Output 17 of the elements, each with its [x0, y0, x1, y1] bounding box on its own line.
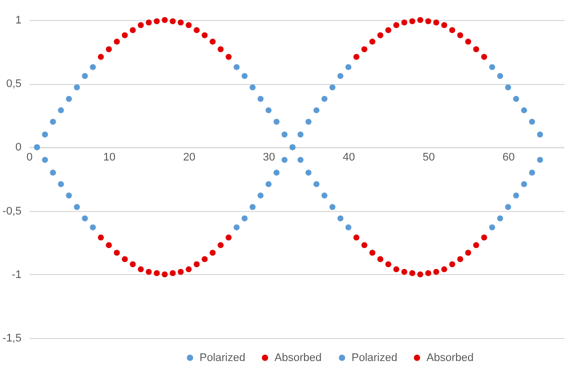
legend-label: Absorbed	[426, 352, 474, 364]
x-tick-label: 0	[26, 152, 33, 164]
legend-label: Polarized	[200, 352, 246, 364]
x-tick-label: 10	[103, 152, 116, 164]
y-tick-label: -1,5	[2, 332, 22, 344]
y-tick-label: -1	[12, 268, 22, 281]
x-tick-label: 40	[342, 152, 356, 164]
y-tick-label: 0,5	[6, 78, 22, 90]
y-tick-label: -0,5	[2, 205, 22, 218]
x-tick-label: 20	[183, 152, 196, 164]
legend-label: Absorbed	[274, 352, 322, 364]
y-tick-label: 0	[15, 142, 22, 154]
y-tick-label: 1	[15, 14, 22, 26]
legend-label: Polarized	[352, 352, 398, 364]
x-tick-label: 50	[422, 152, 435, 164]
x-tick-label: 30	[262, 152, 276, 164]
x-tick-label: 60	[502, 152, 515, 164]
